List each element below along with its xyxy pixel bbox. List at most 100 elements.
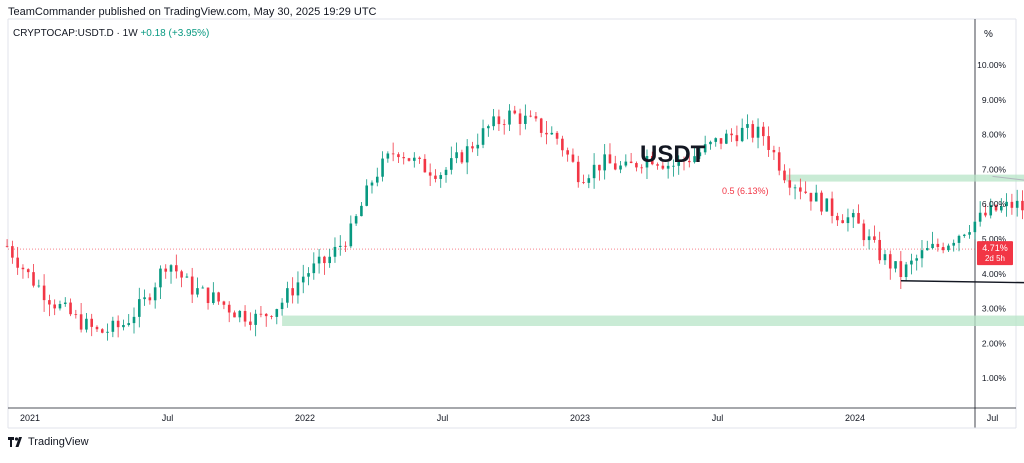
- candle: [577, 156, 580, 188]
- candle-body: [1021, 201, 1024, 210]
- candle-body: [503, 124, 506, 125]
- candle-body: [313, 263, 316, 273]
- candle: [85, 313, 88, 332]
- candle: [947, 244, 950, 252]
- candle: [164, 264, 167, 279]
- candle: [582, 175, 585, 184]
- candle: [387, 151, 390, 162]
- candle: [847, 209, 850, 232]
- candle-body: [572, 155, 575, 162]
- fib-label: 0.5 (6.13%): [722, 186, 769, 196]
- candle: [625, 154, 628, 167]
- candle-body: [397, 154, 400, 157]
- candle: [360, 202, 363, 216]
- candle: [38, 280, 41, 288]
- candle-body: [455, 152, 458, 158]
- candle-body: [275, 309, 278, 317]
- candle-body: [201, 288, 204, 289]
- candle-body: [894, 261, 897, 268]
- candle: [720, 138, 723, 149]
- publisher-header: TeamCommander published on TradingView.c…: [8, 6, 377, 18]
- tradingview-logo-icon: [8, 437, 24, 447]
- candle: [535, 112, 538, 121]
- candle: [191, 268, 194, 303]
- candle-body: [344, 246, 347, 247]
- candle-body: [154, 287, 157, 300]
- price-axis[interactable]: 1.00%2.00%3.00%4.00%5.00%6.00%7.00%8.00%…: [977, 60, 1006, 383]
- candle-body: [122, 325, 125, 327]
- x-tick-label: Jul: [987, 413, 999, 423]
- candle: [355, 214, 358, 226]
- candle-body: [487, 126, 490, 128]
- y-tick-label: 8.00%: [982, 130, 1007, 140]
- candle-body: [794, 187, 797, 188]
- candle-body: [461, 152, 464, 162]
- candle-body: [212, 292, 215, 303]
- candle: [852, 209, 855, 228]
- candle-body: [244, 311, 247, 322]
- candle: [159, 265, 162, 299]
- candle: [778, 147, 781, 175]
- candle-body: [175, 265, 178, 271]
- tradingview-footer[interactable]: TradingView: [8, 436, 89, 448]
- candle-body: [80, 314, 83, 329]
- candle-body: [228, 305, 231, 313]
- candle: [80, 303, 83, 332]
- candle: [609, 143, 612, 163]
- x-tick-label: Jul: [437, 413, 449, 423]
- candle: [180, 270, 183, 287]
- candle: [498, 110, 501, 131]
- candle-body: [931, 244, 934, 248]
- candle: [53, 299, 56, 315]
- price-badge: 4.71% 2d 5h: [977, 241, 1013, 265]
- candle: [408, 158, 411, 162]
- candle-body: [852, 213, 855, 217]
- candle-body: [48, 300, 51, 304]
- candle: [942, 243, 945, 254]
- candle: [709, 141, 712, 150]
- candle-body: [535, 116, 538, 118]
- candle: [863, 220, 866, 247]
- percent-scale-button[interactable]: %: [984, 29, 993, 40]
- candle-body: [984, 213, 987, 216]
- candle-body: [265, 314, 268, 316]
- candle: [556, 131, 559, 145]
- candle-body: [75, 314, 78, 315]
- candle-body: [439, 175, 442, 179]
- candle: [101, 328, 104, 333]
- price-badge-value: 4.71%: [982, 243, 1008, 253]
- candle: [186, 273, 189, 278]
- candle: [471, 142, 474, 152]
- candle: [857, 204, 860, 223]
- candle: [513, 106, 516, 115]
- candle-body: [630, 162, 633, 163]
- candle: [915, 255, 918, 271]
- candle-body: [43, 286, 46, 301]
- candle: [270, 315, 273, 319]
- candle-body: [751, 124, 754, 138]
- candle: [249, 312, 252, 330]
- symbol-legend[interactable]: CRYPTOCAP:USDT.D · 1W +0.18 (+3.95%): [13, 28, 209, 39]
- x-tick-label: 2022: [295, 413, 315, 423]
- candle: [371, 180, 374, 193]
- y-tick-label: 2.00%: [982, 338, 1007, 348]
- candle: [524, 104, 527, 129]
- candle: [434, 169, 437, 182]
- candle-body: [741, 128, 744, 141]
- candle-body: [11, 246, 14, 258]
- y-tick-label: 6.00%: [982, 199, 1007, 209]
- candle-body: [106, 332, 109, 333]
- candle: [149, 293, 152, 304]
- candle-body: [593, 165, 596, 178]
- candle-body: [281, 303, 284, 309]
- candle-body: [402, 157, 405, 158]
- time-axis[interactable]: 2021Jul2022Jul2023Jul2024Jul2025Jul2026: [20, 413, 1024, 423]
- candle: [196, 278, 199, 298]
- candle: [767, 126, 770, 157]
- candle: [212, 282, 215, 305]
- candle-body: [476, 145, 479, 149]
- candle: [482, 120, 485, 149]
- candle: [963, 234, 966, 238]
- candle: [318, 249, 321, 274]
